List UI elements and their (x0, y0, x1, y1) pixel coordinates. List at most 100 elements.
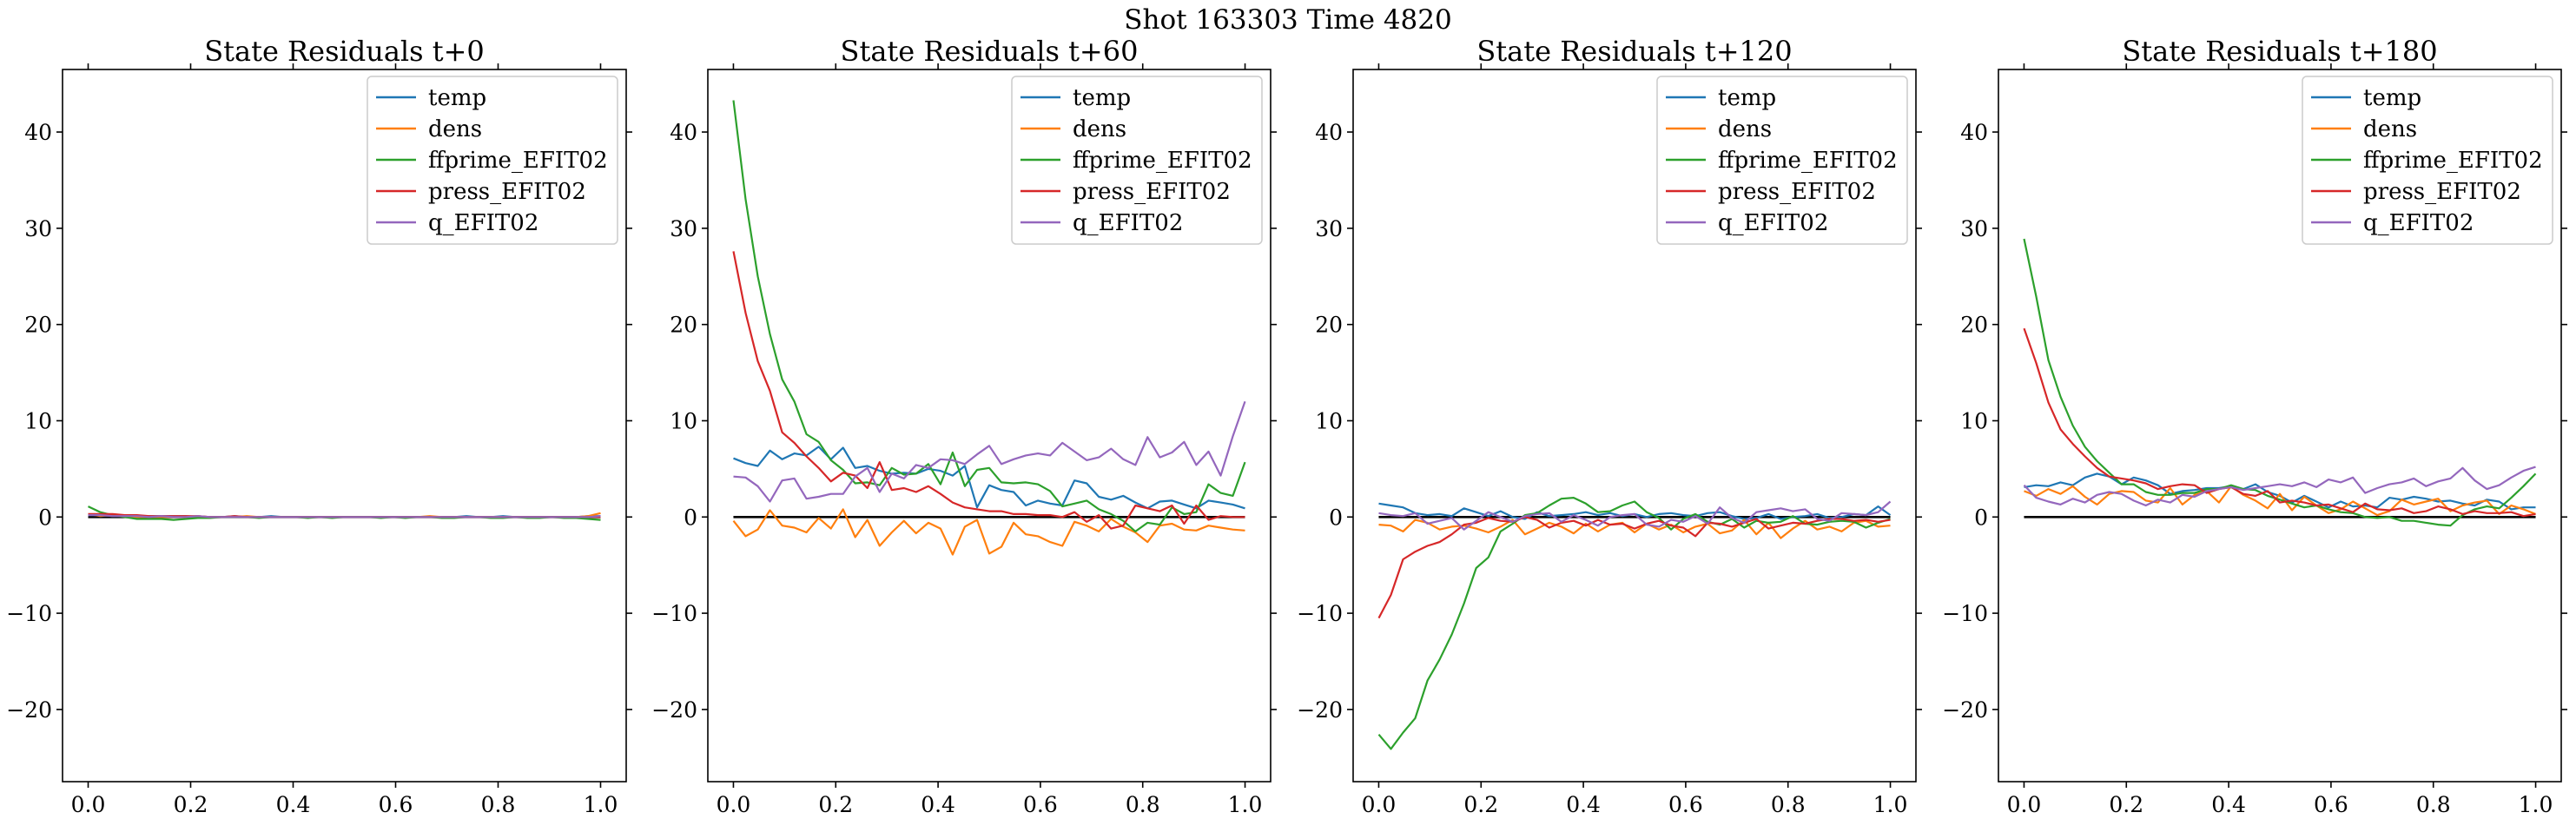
legend-label: dens (428, 116, 482, 142)
x-tick-label: 0.8 (1126, 792, 1160, 817)
legend-label: ffprime_EFIT02 (428, 148, 608, 174)
axes-frame (707, 69, 1271, 783)
series-line-q_EFIT02 (2023, 466, 2536, 507)
y-tick-label: 30 (670, 216, 697, 241)
y-tick-label: −20 (651, 697, 697, 723)
y-tick-label: 0 (1329, 505, 1343, 530)
series-line-press_EFIT02 (1377, 516, 1891, 619)
y-tick-label: −20 (1942, 697, 1988, 723)
x-tick-label: 0.0 (717, 792, 751, 817)
y-tick-label: 10 (1960, 408, 1988, 433)
y-tick-label: 40 (1315, 120, 1343, 145)
axes-frame (1998, 69, 2562, 783)
x-tick-label: 0.6 (1668, 792, 1703, 817)
series-line-ffprime_EFIT02 (732, 100, 1246, 533)
x-tick-label: 1.0 (2519, 792, 2553, 817)
series-line-press_EFIT02 (732, 251, 1245, 530)
y-tick-label: 20 (1960, 313, 1988, 338)
y-tick-label: 20 (24, 313, 52, 338)
legend-label: q_EFIT02 (2363, 210, 2474, 236)
series-line-press_EFIT02 (2023, 327, 2536, 518)
legend-label: temp (1718, 85, 1776, 111)
legend-label: temp (2363, 85, 2421, 111)
legend-label: temp (428, 85, 486, 111)
y-tick-label: 10 (1315, 408, 1343, 433)
x-tick-label: 0.8 (2416, 792, 2451, 817)
panel-title: State Residuals t+0 (204, 35, 485, 68)
legend: temp dens ffprime_EFIT02 press_EFIT02 q_EFIT… (1656, 76, 1908, 245)
x-tick-label: 0.2 (1463, 792, 1498, 817)
y-tick-label: −10 (1942, 601, 1988, 626)
legend: temp dens ffprime_EFIT02 press_EFIT02 q_EFIT… (2302, 76, 2553, 245)
y-tick-label: 40 (24, 120, 52, 145)
axes-frame (62, 69, 627, 783)
legend-box (367, 76, 618, 245)
legend-box (2302, 76, 2553, 245)
x-tick-label: 0.6 (2314, 792, 2348, 817)
y-tick-label: −20 (1297, 697, 1343, 723)
x-tick-label: 0.8 (481, 792, 516, 817)
legend-label: ffprime_EFIT02 (2363, 148, 2543, 174)
x-tick-label: 0.6 (379, 792, 413, 817)
series-line-ffprime_EFIT02 (2023, 238, 2537, 527)
x-tick-label: 0.2 (818, 792, 853, 817)
legend-label: press_EFIT02 (428, 179, 586, 205)
y-tick-label: 30 (1960, 216, 1988, 241)
legend: temp dens ffprime_EFIT02 press_EFIT02 q_EFIT… (1011, 76, 1263, 245)
legend-label: press_EFIT02 (2363, 179, 2521, 205)
chart-panel-3: State Residuals t+180 0.0 0.2 0.4 0.6 0.8 1.0 −… (1942, 35, 2567, 817)
x-tick-label: 0.4 (276, 792, 311, 817)
legend-box (1011, 76, 1263, 245)
chart-panel-1: State Residuals t+60 0.0 0.2 0.4 0.6 0.8 1.0 −2… (651, 35, 1277, 817)
x-tick-label: 1.0 (1228, 792, 1263, 817)
y-tick-label: 0 (38, 505, 52, 530)
chart-panel-0: State Residuals t+0 0.0 0.2 0.4 0.6 0.8 1.0 −20… (6, 35, 632, 817)
panel-title: State Residuals t+180 (2122, 35, 2437, 68)
axes-frame (1352, 69, 1917, 783)
x-tick-label: 0.2 (174, 792, 208, 817)
panel-title: State Residuals t+60 (841, 35, 1139, 68)
x-tick-label: 0.0 (1362, 792, 1397, 817)
y-tick-label: 40 (670, 120, 697, 145)
legend-label: temp (1073, 85, 1131, 111)
chart-panel-2: State Residuals t+120 0.0 0.2 0.4 0.6 0.8 1.0 −… (1297, 35, 1922, 817)
y-tick-label: 10 (24, 408, 52, 433)
x-tick-label: 1.0 (584, 792, 618, 817)
y-tick-label: −10 (1297, 601, 1343, 626)
legend-label: q_EFIT02 (1073, 210, 1183, 236)
legend-label: ffprime_EFIT02 (1073, 148, 1252, 174)
series-line-q_EFIT02 (733, 400, 1246, 503)
x-tick-label: 1.0 (1873, 792, 1908, 817)
series-line-temp (2024, 472, 2536, 511)
x-tick-label: 0.8 (1771, 792, 1806, 817)
x-tick-label: 0.0 (2007, 792, 2042, 817)
legend-box (1656, 76, 1908, 245)
y-tick-label: 20 (670, 313, 697, 338)
series-line-temp (733, 446, 1245, 510)
x-tick-label: 0.4 (921, 792, 955, 817)
y-tick-label: −20 (6, 697, 52, 723)
y-tick-label: 30 (24, 216, 52, 241)
x-tick-label: 0.4 (1566, 792, 1601, 817)
series-line-q_EFIT02 (1378, 500, 1892, 531)
figure-suptitle: Shot 163303 Time 4820 (1124, 4, 1452, 36)
legend-label: ffprime_EFIT02 (1718, 148, 1898, 174)
legend-label: q_EFIT02 (1718, 210, 1828, 236)
y-tick-label: −10 (651, 601, 697, 626)
panel-title: State Residuals t+120 (1476, 35, 1792, 68)
legend-label: dens (2363, 116, 2417, 142)
series-line-ffprime_EFIT02 (1377, 496, 1891, 750)
y-tick-label: 10 (670, 408, 697, 433)
y-tick-label: 0 (1974, 505, 1988, 530)
legend-label: press_EFIT02 (1718, 179, 1876, 205)
series-line-q_EFIT02 (88, 513, 601, 518)
y-tick-label: 0 (684, 505, 697, 530)
x-tick-label: 0.2 (2109, 792, 2143, 817)
y-tick-label: 20 (1315, 313, 1343, 338)
x-tick-label: 0.0 (71, 792, 106, 817)
legend-label: dens (1718, 116, 1772, 142)
legend: temp dens ffprime_EFIT02 press_EFIT02 q_EFIT… (367, 76, 618, 245)
x-tick-label: 0.4 (2211, 792, 2246, 817)
series-line-dens (2024, 485, 2536, 517)
